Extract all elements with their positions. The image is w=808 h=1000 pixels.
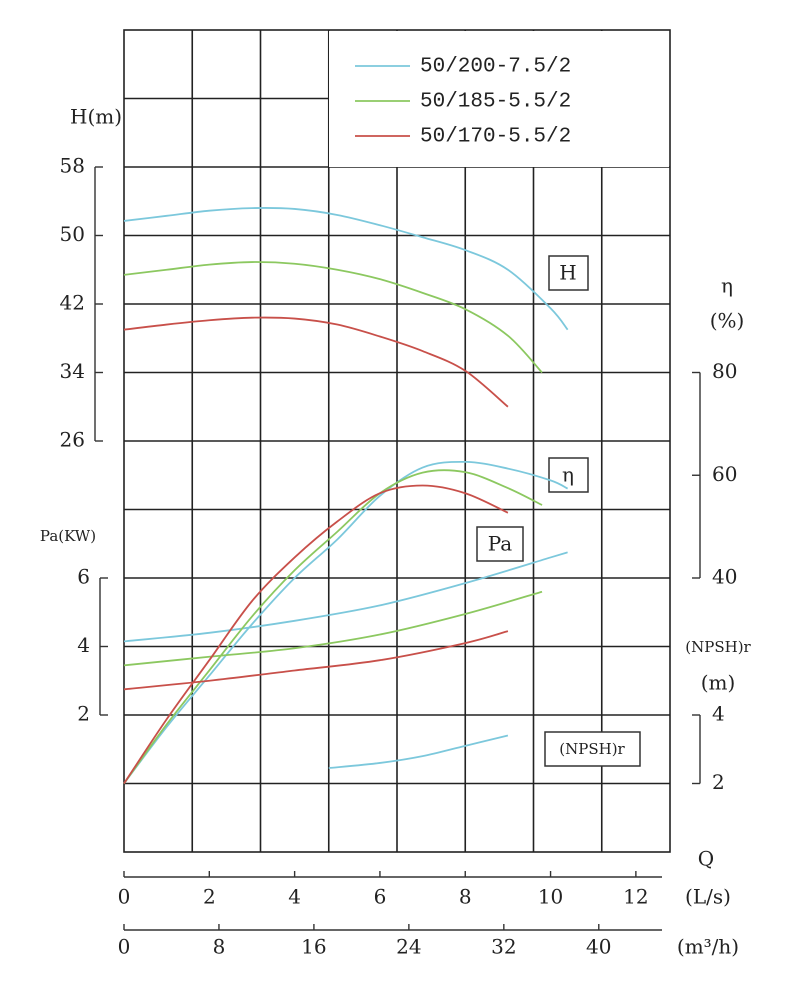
legend-label: 50/170-5.5/2: [420, 126, 571, 149]
eta-unit-label: (%): [710, 309, 745, 333]
pa-axis-label: Pa(KW): [40, 527, 96, 545]
h-axis-label: H(m): [70, 105, 122, 129]
pa-curve: [123, 630, 509, 691]
tick-label: 58: [60, 154, 85, 178]
pa-curve: [123, 590, 543, 667]
h-curve: [123, 207, 569, 331]
pa-curve: [123, 551, 568, 643]
tick-label: 80: [712, 359, 737, 383]
eta-curve: [123, 469, 543, 785]
tick-label: 8: [459, 885, 472, 909]
h-box: [548, 255, 589, 291]
tick-label: 2: [712, 770, 725, 794]
npsh-unit-label: (m): [701, 671, 736, 695]
tick-label: 2: [203, 885, 216, 909]
tick-label: 42: [60, 291, 85, 315]
tick-label: 6: [77, 565, 90, 589]
tick-label: 2: [77, 702, 90, 726]
tick-label: 4: [77, 633, 90, 657]
tick-label: 32: [491, 935, 516, 959]
pa-box: [476, 526, 524, 562]
tick-label: 0: [118, 935, 131, 959]
tick-label: 12: [623, 885, 648, 909]
tick-label: 8: [213, 935, 226, 959]
npsh-axis-label: (NPSH)r: [685, 638, 751, 656]
legend-label: 50/185-5.5/2: [420, 91, 571, 114]
npsh-box-label: (NPSH)r: [559, 740, 625, 758]
npsh-box: [544, 731, 641, 767]
eta-curve: [123, 484, 509, 784]
legend-background: [329, 31, 669, 167]
tick-label: 0: [118, 885, 131, 909]
tick-label: 34: [60, 359, 85, 383]
eta-axis-label: η: [721, 274, 733, 298]
tick-label: 50: [60, 222, 85, 246]
tick-label: 16: [301, 935, 326, 959]
q-unit-label: (L/s): [685, 885, 731, 909]
npsh-curve: [328, 734, 509, 769]
h-curve: [123, 316, 509, 408]
tick-label: 24: [396, 935, 421, 959]
q-label: Q: [698, 847, 714, 871]
tick-label: 60: [712, 462, 737, 486]
eta-box-label: η: [562, 463, 574, 487]
h-box-label: H: [559, 261, 576, 285]
q2-unit-label: (m³/h): [677, 935, 739, 959]
pa-box-label: Pa: [488, 532, 513, 556]
tick-label: 40: [712, 565, 737, 589]
tick-label: 4: [712, 702, 725, 726]
h-curve: [123, 261, 543, 374]
tick-label: 6: [374, 885, 387, 909]
tick-label: 4: [288, 885, 301, 909]
legend-label: 50/200-7.5/2: [420, 56, 571, 79]
tick-label: 40: [586, 935, 611, 959]
tick-label: 26: [60, 428, 85, 452]
eta-box: [548, 457, 589, 493]
tick-label: 10: [538, 885, 563, 909]
eta-curve: [123, 460, 569, 785]
